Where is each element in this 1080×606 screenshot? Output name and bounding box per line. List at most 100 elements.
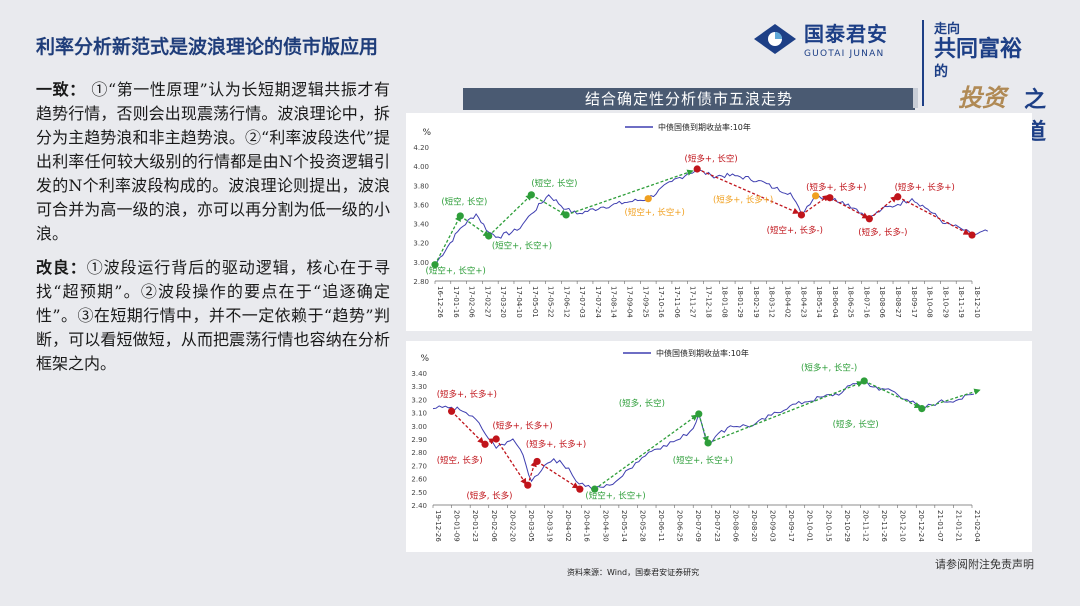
x-tick-label: 20-03-05 (527, 510, 535, 542)
body-text: 一致： ①“第一性原理”认为长短期逻辑共振才有趋势行情，否则会出现震荡行情。波浪… (36, 78, 390, 386)
wave-arrow-red (696, 168, 800, 214)
wave-arrow-red (527, 460, 537, 486)
wave-annotation: (短多+, 长多+) (895, 182, 955, 193)
turning-point-green (562, 211, 570, 219)
y-tick-label: 2.40 (411, 502, 427, 510)
turning-point-red (576, 485, 584, 493)
x-tick-label: 20-01-09 (453, 510, 461, 542)
logo-text-cn: 国泰君安 (804, 22, 888, 46)
x-tick-label: 20-08-06 (731, 510, 739, 542)
x-tick-label: 20-05-14 (620, 510, 628, 542)
logo-divider (922, 20, 924, 106)
x-tick-label: 20-07-23 (713, 510, 721, 542)
x-tick-label: 19-12-26 (434, 510, 442, 542)
x-tick-label: 17-07-24 (594, 286, 602, 318)
turning-point-red (968, 231, 976, 239)
x-tick-label: 20-03-19 (546, 510, 554, 542)
chart-banner: 结合确定性分析债市五浪走势 (463, 88, 915, 110)
y-tick-label: 4.20 (413, 144, 429, 152)
x-tick-label: 17-01-16 (452, 286, 460, 318)
paragraph-body: ①波段运行背后的驱动逻辑，核心在于寻找“超预期”。②波段操作的要点在于“追逐确定… (36, 258, 390, 373)
y-tick-label: 4.00 (413, 163, 429, 171)
turning-point-green (527, 191, 535, 199)
x-tick-label: 17-09-25 (641, 286, 649, 318)
x-tick-label: 18-12-10 (973, 286, 981, 318)
x-tick-label: 20-08-20 (750, 510, 758, 542)
wave-annotation: (短空+, 长空+) (625, 207, 685, 218)
x-tick-label: 18-10-08 (926, 286, 934, 318)
wave-annotation: (短空+, 长空+) (426, 265, 486, 276)
x-tick-label: 21-02-04 (973, 510, 981, 542)
paragraph-improvement: 改良：①波段运行背后的驱动逻辑，核心在于寻找“超预期”。②波段操作的要点在于“追… (36, 256, 390, 376)
turning-point-red (533, 457, 541, 466)
x-tick-label: 20-01-23 (471, 510, 479, 542)
x-tick-label: 20-04-16 (583, 510, 591, 542)
slogan-line-1: 走向 (934, 22, 961, 37)
y-axis-unit: % (422, 128, 431, 138)
wave-arrow-green (434, 214, 461, 266)
logo-mark-icon (754, 23, 796, 54)
x-tick-label: 17-05-01 (531, 286, 539, 318)
wave-annotation: (短空, 长多) (437, 455, 483, 466)
wave-arrow-red (536, 460, 580, 489)
x-tick-label: 20-10-15 (824, 510, 832, 542)
x-tick-label: 17-11-06 (673, 286, 681, 318)
wave-annotation: (短多, 长多) (466, 490, 512, 501)
x-tick-label: 20-04-02 (564, 510, 572, 542)
x-tick-label: 18-06-25 (847, 286, 855, 318)
x-tick-label: 20-05-28 (638, 510, 646, 542)
y-tick-label: 2.60 (411, 476, 427, 484)
series-line (434, 169, 989, 265)
wave-annotation: (短空, 长空) (531, 178, 577, 189)
x-tick-label: 17-06-12 (562, 286, 570, 318)
y-tick-label: 3.00 (413, 259, 429, 267)
y-tick-label: 2.80 (413, 278, 429, 286)
x-tick-label: 18-10-29 (941, 286, 949, 318)
x-tick-label: 17-05-22 (547, 286, 555, 318)
paragraph-body: ①“第一性原理”认为长短期逻辑共振才有趋势行情，否则会出现震荡行情。波浪理论中，… (36, 80, 390, 243)
paragraph-consistency: 一致： ①“第一性原理”认为长短期逻辑共振才有趋势行情，否则会出现震荡行情。波浪… (36, 78, 390, 246)
wave-arrow-green (488, 193, 533, 237)
y-tick-label: 3.20 (413, 240, 429, 248)
turning-point-red (865, 215, 873, 223)
yield-chart-2017-2018: % 2.80 3.00 3.20 3.40 3.60 3.80 4.00 4.20 16-12-2… (413, 122, 989, 318)
turning-point-red (797, 211, 806, 219)
company-logo: 国泰君安 GUOTAI JUNAN (752, 18, 888, 59)
x-tick-label: 20-11-12 (861, 510, 869, 542)
wave-arrow-red (829, 197, 869, 219)
x-tick-label: 18-07-16 (862, 286, 870, 318)
x-tick-label: 20-02-06 (490, 510, 498, 542)
legend-label: 中债国债到期收益率:10年 (658, 122, 751, 132)
wave-arrow-green (594, 414, 698, 490)
paragraph-lead: 一致： (36, 80, 86, 99)
wave-arrow-green (565, 169, 694, 216)
y-tick-label: 3.30 (411, 383, 427, 391)
y-tick-label: 2.50 (411, 489, 427, 497)
x-tick-label: 20-09-17 (787, 510, 795, 542)
x-tick-label: 20-07-09 (694, 510, 702, 542)
source-note: 资料来源：Wind，国泰君安证券研究 (567, 568, 700, 577)
wave-arrow-red (451, 410, 485, 444)
wave-annotation: (短空+, 长空+) (492, 240, 552, 251)
wave-annotation: (短空+, 长空+) (673, 455, 733, 466)
x-tick-label: 20-12-24 (917, 510, 925, 542)
x-tick-label: 20-02-20 (508, 510, 516, 542)
logo-text-en: GUOTAI JUNAN (804, 49, 885, 59)
chart-panel-2020-2021: % 2.40 2.50 2.60 2.70 2.80 2.90 3.00 3.10 3.20 3.3… (406, 341, 1032, 552)
wave-arrow-green (459, 215, 490, 237)
wave-arrow-green (921, 388, 981, 410)
x-tick-label: 18-06-04 (831, 286, 839, 318)
x-tick-label: 18-01-29 (736, 286, 744, 318)
legend-label: 中债国债到期收益率:10年 (656, 348, 749, 358)
x-tick-label: 20-11-26 (880, 510, 888, 542)
wave-arrow-red (897, 196, 970, 235)
x-tick-label: 17-07-03 (578, 286, 586, 318)
turning-point-green (431, 261, 439, 269)
x-tick-label: 17-02-27 (483, 286, 491, 318)
y-tick-label: 3.60 (413, 201, 429, 209)
wave-annotation: (短空+, 长多-) (767, 225, 823, 236)
wave-annotation: (短多+, 长多+) (713, 195, 773, 206)
disclaimer: 请参阅附注免责声明 (935, 558, 1034, 571)
x-tick-label: 18-03-12 (768, 286, 776, 318)
y-tick-label: 3.40 (411, 370, 427, 378)
